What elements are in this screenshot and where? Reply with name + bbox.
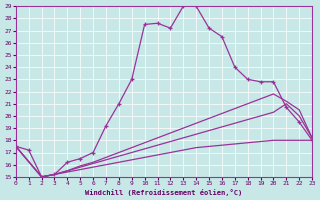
X-axis label: Windchill (Refroidissement éolien,°C): Windchill (Refroidissement éolien,°C) xyxy=(85,189,243,196)
